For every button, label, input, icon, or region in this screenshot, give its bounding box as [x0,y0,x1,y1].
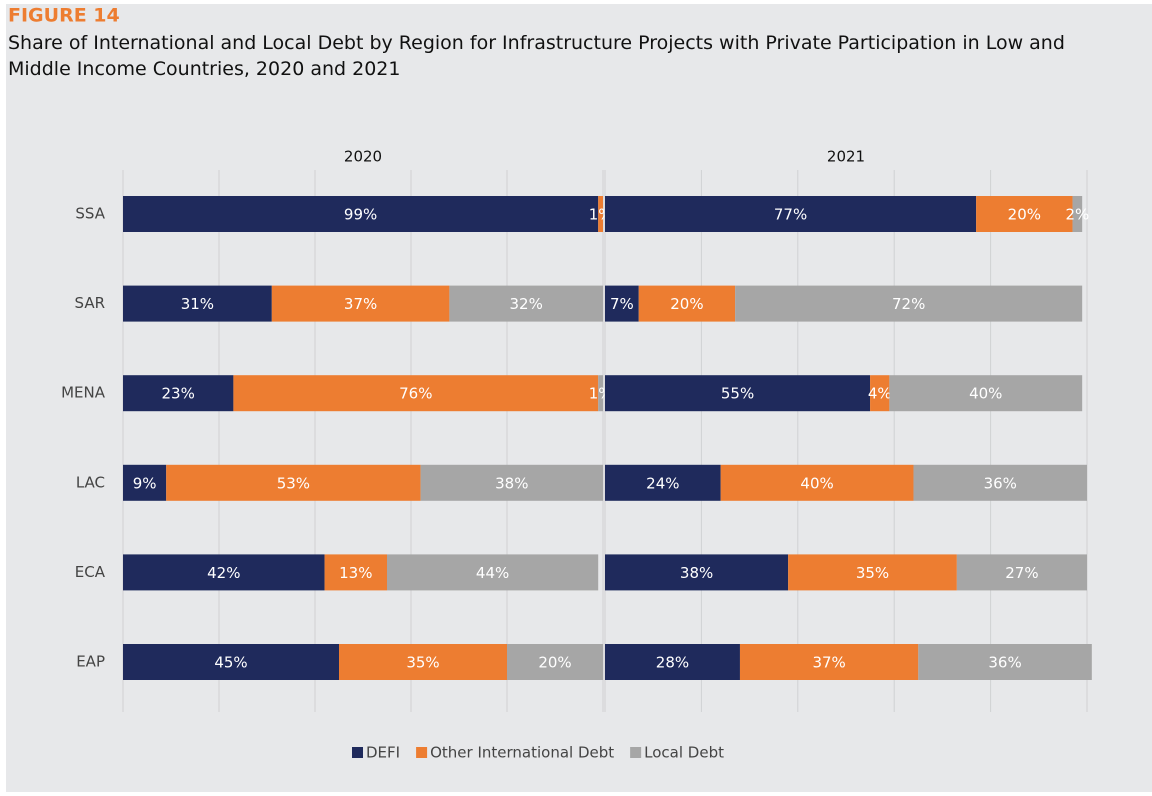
data-label: 40% [800,474,833,492]
figure-label: FIGURE 14 [8,5,120,27]
bar-segment [605,375,871,412]
bar-segment [271,285,450,322]
data-label: 42% [207,564,240,582]
bar-segment [598,375,603,412]
legend-label: DEFI [366,744,400,762]
bar-segment [605,644,740,680]
data-label: 53% [277,474,310,492]
data-label: 13% [339,564,372,582]
category-label: SSA [75,205,105,223]
data-label: 37% [344,295,377,313]
bar-segment [976,196,1073,232]
bar-segment [598,196,603,232]
data-label: 9% [133,474,157,492]
bar-segment [449,285,603,322]
bar-segment [387,554,599,591]
bar-segment [123,464,167,501]
bar-segment [339,644,507,680]
data-label: 40% [969,385,1002,403]
panel-title: 2020 [344,148,382,166]
data-label: 7% [610,295,634,313]
category-label: ECA [75,563,106,581]
bar-segment [918,644,1092,680]
bar-segment [605,554,789,591]
data-label: 72% [892,295,925,313]
bar-segment [720,464,914,501]
bar-segment [913,464,1087,501]
data-label: 45% [214,654,247,672]
data-label: 76% [399,385,432,403]
bar-segment [638,285,736,322]
data-label: 44% [476,564,509,582]
category-label: SAR [75,294,105,312]
bar-segment [605,464,721,501]
category-label: LAC [76,473,105,491]
bar-segment [605,285,639,322]
bar-segment [735,285,1083,322]
data-label: 35% [406,654,439,672]
bar-segment [123,285,272,322]
data-label: 27% [1005,564,1038,582]
bar-segment [889,375,1083,412]
legend-swatch [630,747,642,758]
bar-segment [739,644,919,680]
data-label: 31% [181,295,214,313]
bar-segment [324,554,387,591]
data-label: 28% [656,654,689,672]
bar-segment [956,554,1087,591]
bar-segment [605,196,977,232]
legend-label: Local Debt [644,744,724,762]
data-label: 20% [1008,206,1041,224]
bar-segment [420,464,603,501]
data-label: 38% [680,564,713,582]
bar-segment [123,644,339,680]
bar-segment [123,554,325,591]
category-label: MENA [61,384,106,402]
legend-swatch [416,747,428,758]
data-label: 36% [988,654,1021,672]
data-label: 4% [868,385,892,403]
data-label: 2% [1065,206,1089,224]
data-label: 35% [856,564,889,582]
bar-segment [1072,196,1083,232]
data-label: 38% [495,474,528,492]
data-label: 77% [774,206,807,224]
data-label: 23% [162,385,195,403]
data-label: 36% [984,474,1017,492]
data-label: 99% [344,206,377,224]
bar-segment [166,464,421,501]
data-label: 37% [812,654,845,672]
bar-segment [233,375,599,412]
title: Share of International and Local Debt by… [8,32,1065,80]
legend-label: Other International Debt [430,744,614,762]
data-label: 24% [646,474,679,492]
bar-segment [507,644,603,680]
category-label: EAP [76,653,105,671]
data-label: 20% [670,295,703,313]
data-label: 32% [510,295,543,313]
data-label: 55% [721,385,754,403]
bar-segment [870,375,890,412]
data-label: 20% [538,654,571,672]
bar-segment [123,196,599,232]
bar-segment [788,554,957,591]
legend-swatch [352,747,363,758]
bar-segment [123,375,234,412]
panel-title: 2021 [827,148,865,166]
